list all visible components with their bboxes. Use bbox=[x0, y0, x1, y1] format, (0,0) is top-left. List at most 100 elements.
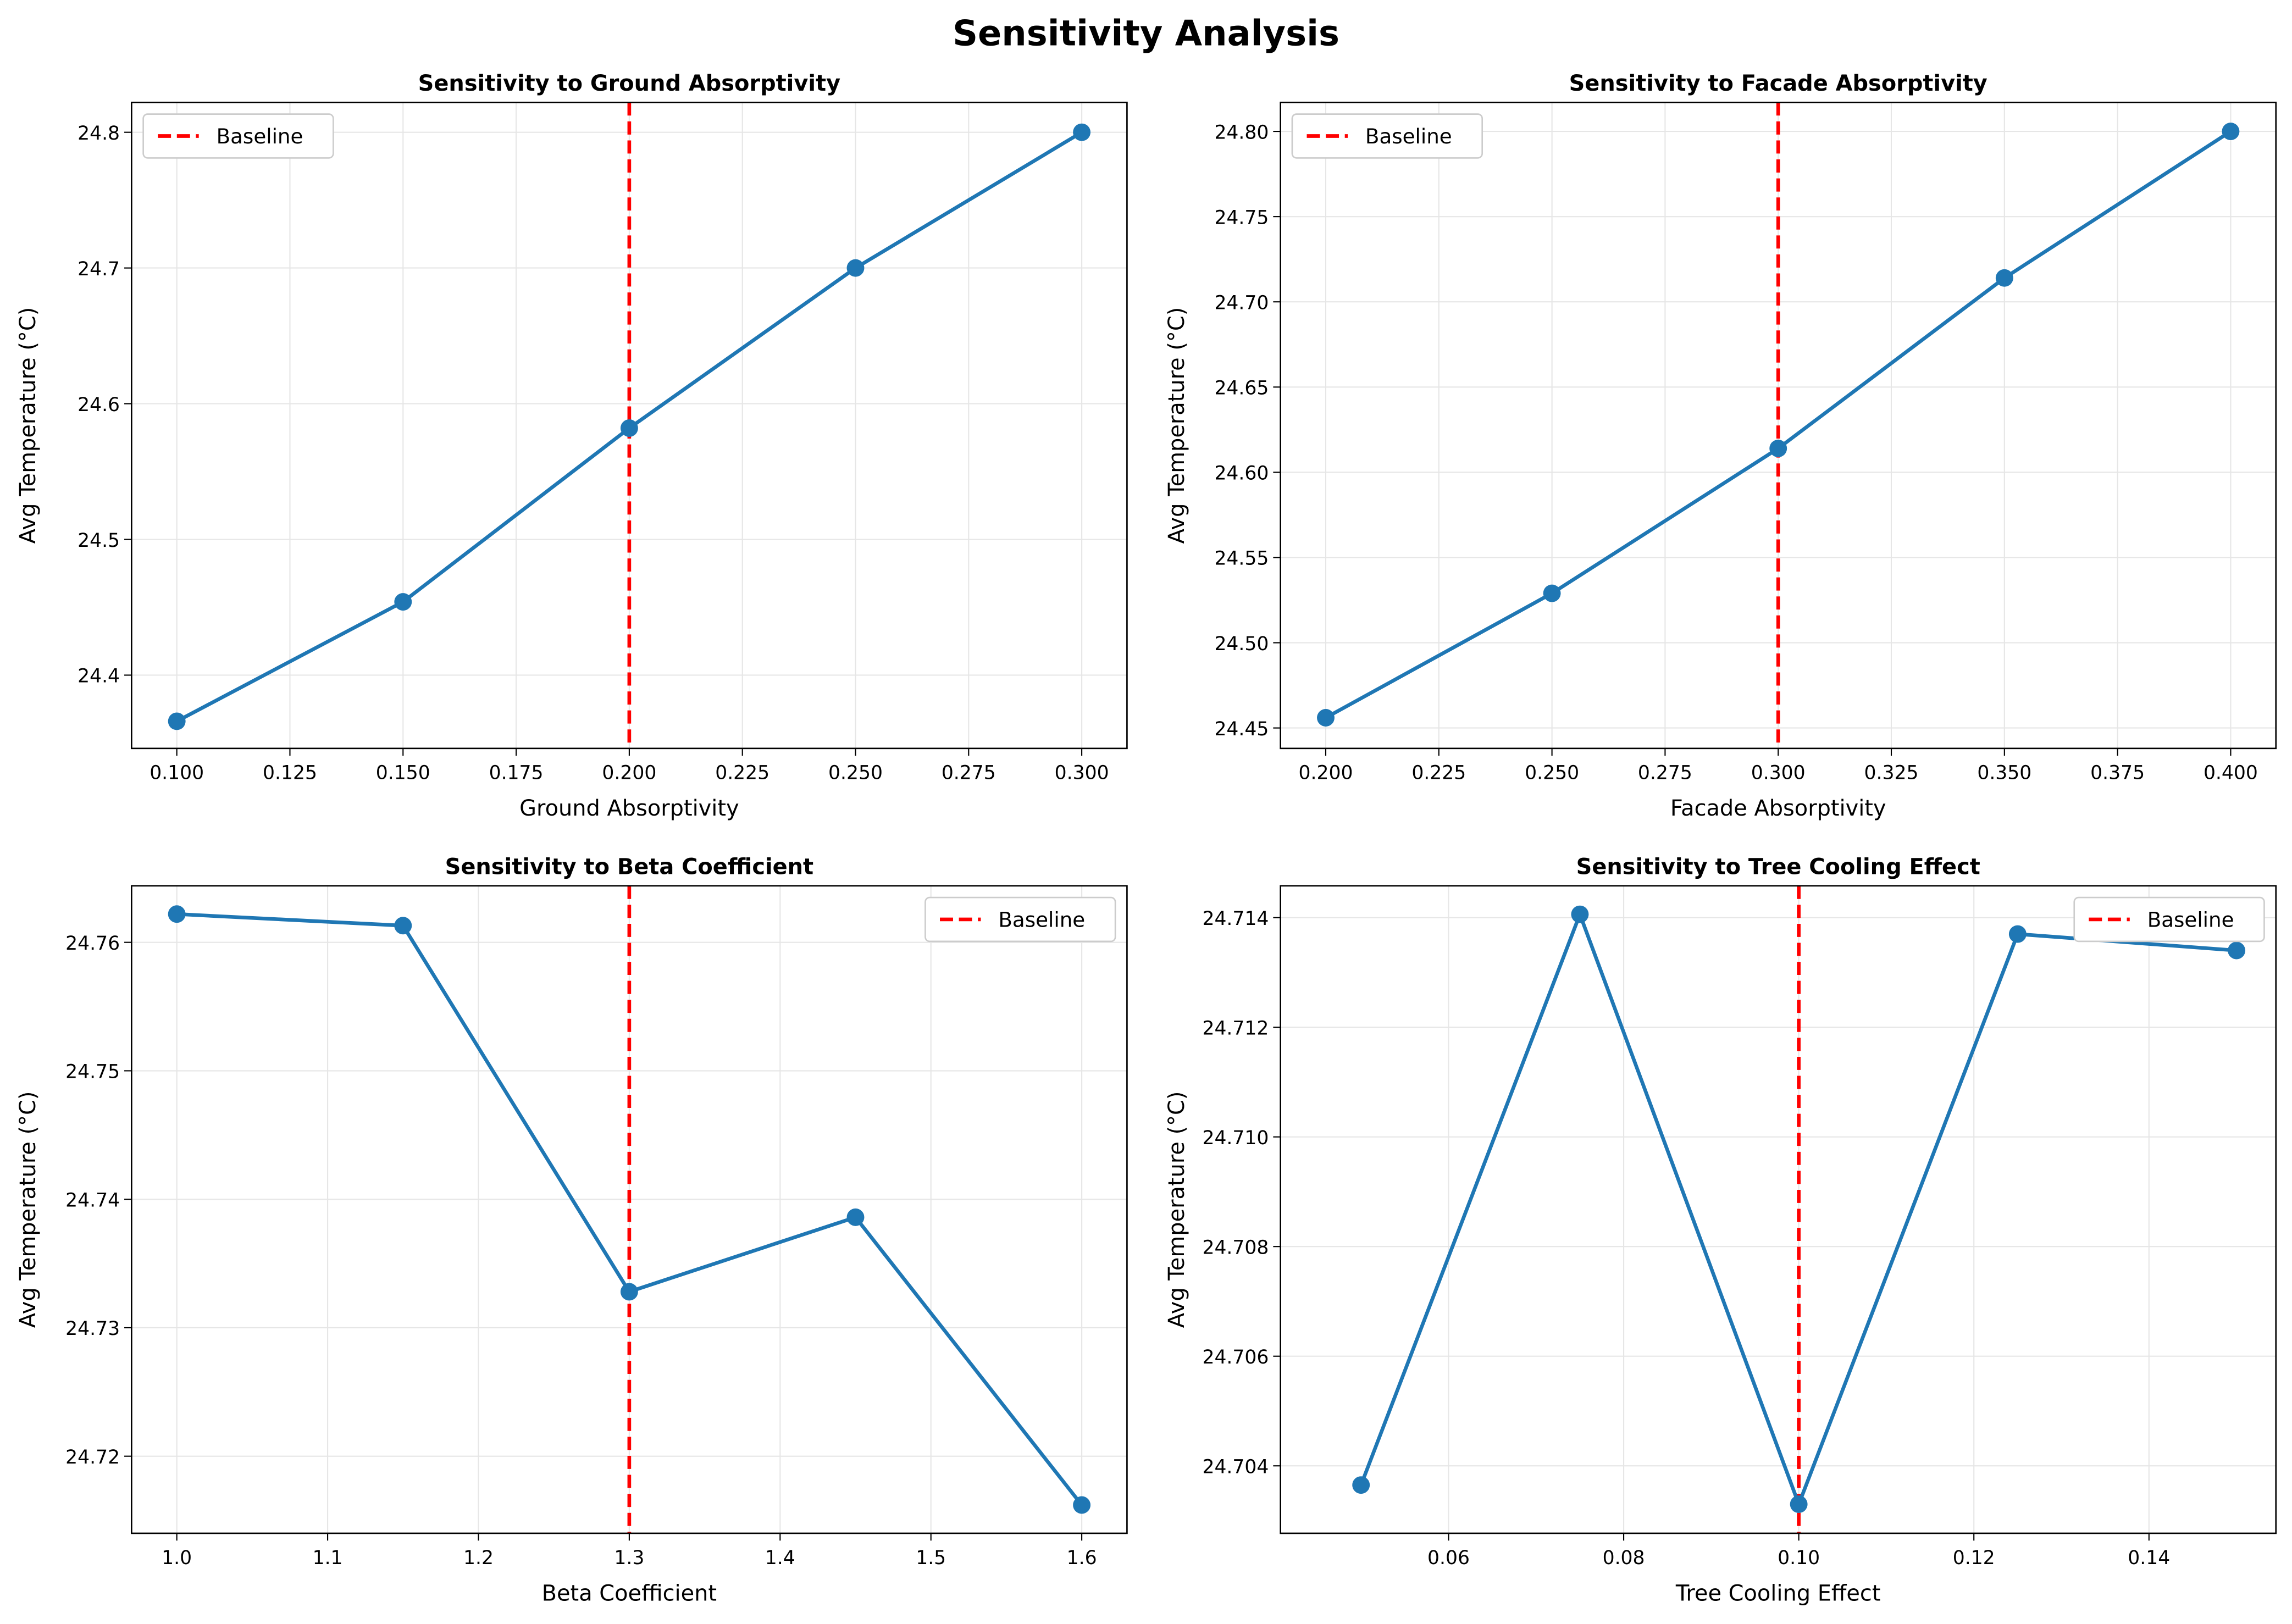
x-axis-label: Beta Coefficient bbox=[542, 1581, 717, 1606]
x-tick-label: 0.375 bbox=[2090, 762, 2145, 784]
x-tick-label: 0.300 bbox=[1751, 762, 1806, 784]
y-tick-label: 24.7 bbox=[77, 258, 120, 280]
x-tick-label: 1.0 bbox=[162, 1547, 192, 1569]
data-point bbox=[168, 905, 186, 923]
y-tick-label: 24.80 bbox=[1214, 121, 1269, 143]
subplot-3: 1.0 1.1 1.2 1.3 1.4 1.5 1.6 24.72 24.73 24.74 24.7… bbox=[15, 855, 1128, 1606]
x-tick-label: 1.1 bbox=[313, 1547, 343, 1569]
x-tick-label: 1.5 bbox=[916, 1547, 946, 1569]
data-point bbox=[1769, 439, 1787, 457]
y-tick-label: 24.45 bbox=[1214, 718, 1269, 740]
y-axis-label: Avg Temperature (°C) bbox=[15, 1091, 41, 1328]
y-tick-label: 24.5 bbox=[77, 530, 120, 552]
y-tick-label: 24.710 bbox=[1202, 1127, 1269, 1149]
axes-frame bbox=[1280, 102, 2277, 750]
subplot-4: 0.06 0.08 0.10 0.12 0.14 24.704 24.706 24.708 24… bbox=[1164, 855, 2277, 1606]
x-tick-label: 0.300 bbox=[1055, 762, 1109, 784]
y-axis-label: Avg Temperature (°C) bbox=[1164, 1091, 1189, 1328]
y-tick-label: 24.74 bbox=[65, 1189, 120, 1211]
axes-frame bbox=[131, 102, 1128, 750]
y-tick-label: 24.55 bbox=[1214, 548, 1269, 570]
legend-label: Baseline bbox=[998, 907, 1085, 932]
data-point bbox=[168, 712, 186, 730]
x-tick-label: 0.14 bbox=[2128, 1547, 2170, 1569]
x-tick-label: 1.6 bbox=[1067, 1547, 1097, 1569]
x-tick-label: 0.175 bbox=[489, 762, 544, 784]
plot-area bbox=[1280, 885, 2276, 1533]
data-point bbox=[620, 1283, 638, 1301]
x-tick-label: 0.275 bbox=[1638, 762, 1692, 784]
y-tick-label: 24.706 bbox=[1202, 1346, 1269, 1368]
data-point bbox=[2008, 925, 2027, 943]
subplot-title: Sensitivity to Beta Coefficient bbox=[445, 855, 813, 880]
data-point bbox=[2228, 941, 2246, 960]
y-axis-label: Avg Temperature (°C) bbox=[1164, 307, 1189, 544]
y-tick-label: 24.73 bbox=[65, 1318, 120, 1340]
legend-box bbox=[2073, 896, 2265, 943]
x-tick-label: 0.275 bbox=[942, 762, 996, 784]
y-tick-label: 24.8 bbox=[77, 123, 120, 145]
data-point bbox=[846, 259, 865, 277]
axes-frame bbox=[131, 885, 1128, 1534]
figure-suptitle: Sensitivity Analysis bbox=[953, 14, 1339, 54]
x-tick-label: 0.250 bbox=[1525, 762, 1579, 784]
x-axis-label: Facade Absorptivity bbox=[1670, 796, 1886, 821]
x-tick-label: 1.2 bbox=[463, 1547, 494, 1569]
legend-label: Baseline bbox=[2147, 907, 2234, 932]
y-tick-label: 24.75 bbox=[65, 1061, 120, 1083]
legend-label: Baseline bbox=[217, 124, 303, 148]
data-point bbox=[1790, 1495, 1808, 1514]
data-point bbox=[1073, 123, 1091, 141]
data-point bbox=[394, 917, 412, 935]
legend-box bbox=[924, 896, 1116, 943]
y-tick-label: 24.714 bbox=[1202, 908, 1269, 930]
y-tick-label: 24.70 bbox=[1214, 292, 1269, 314]
x-tick-label: 0.12 bbox=[1953, 1547, 1995, 1569]
subplot-title: Sensitivity to Tree Cooling Effect bbox=[1576, 855, 1980, 880]
y-tick-label: 24.76 bbox=[65, 933, 120, 955]
x-tick-label: 0.350 bbox=[1977, 762, 2031, 784]
y-tick-label: 24.75 bbox=[1214, 207, 1269, 229]
x-tick-label: 0.125 bbox=[263, 762, 317, 784]
y-tick-label: 24.72 bbox=[65, 1446, 120, 1468]
subplot-title: Sensitivity to Facade Absorptivity bbox=[1569, 71, 1987, 96]
legend-box bbox=[1291, 113, 1483, 159]
legend: Baseline bbox=[2073, 896, 2265, 943]
axes-frame bbox=[1280, 885, 2277, 1534]
data-point bbox=[1571, 905, 1589, 923]
x-tick-label: 0.150 bbox=[376, 762, 430, 784]
x-axis-label: Tree Cooling Effect bbox=[1675, 1581, 1881, 1606]
x-tick-label: 0.08 bbox=[1603, 1547, 1645, 1569]
y-tick-label: 24.4 bbox=[77, 666, 120, 688]
x-tick-label: 1.3 bbox=[614, 1547, 644, 1569]
x-tick-label: 0.225 bbox=[1411, 762, 1466, 784]
legend: Baseline bbox=[924, 896, 1116, 943]
legend-box bbox=[142, 113, 334, 159]
x-tick-label: 0.325 bbox=[1864, 762, 1919, 784]
x-tick-label: 1.4 bbox=[765, 1547, 795, 1569]
data-point bbox=[2222, 123, 2240, 141]
x-tick-label: 0.250 bbox=[828, 762, 883, 784]
y-tick-label: 24.65 bbox=[1214, 378, 1269, 400]
y-tick-label: 24.712 bbox=[1202, 1017, 1269, 1039]
x-tick-label: 0.200 bbox=[1299, 762, 1353, 784]
data-point bbox=[1352, 1476, 1370, 1494]
y-tick-label: 24.6 bbox=[77, 394, 120, 416]
x-tick-label: 0.100 bbox=[150, 762, 204, 784]
x-tick-label: 0.06 bbox=[1427, 1547, 1470, 1569]
y-tick-label: 24.60 bbox=[1214, 463, 1269, 485]
data-point bbox=[620, 419, 638, 437]
legend: Baseline bbox=[142, 113, 334, 159]
x-tick-label: 0.400 bbox=[2204, 762, 2258, 784]
data-point bbox=[846, 1208, 865, 1226]
y-axis-label: Avg Temperature (°C) bbox=[15, 307, 41, 544]
x-tick-label: 0.225 bbox=[715, 762, 769, 784]
data-point bbox=[1543, 584, 1561, 602]
data-point bbox=[1317, 709, 1335, 727]
x-tick-label: 0.200 bbox=[602, 762, 656, 784]
x-axis-label: Ground Absorptivity bbox=[519, 796, 739, 821]
subplot-1: 0.100 0.125 0.150 0.175 0.200 0.225 0.250 0.275… bbox=[15, 71, 1128, 821]
data-point bbox=[1995, 269, 2013, 287]
data-point bbox=[1073, 1496, 1091, 1514]
